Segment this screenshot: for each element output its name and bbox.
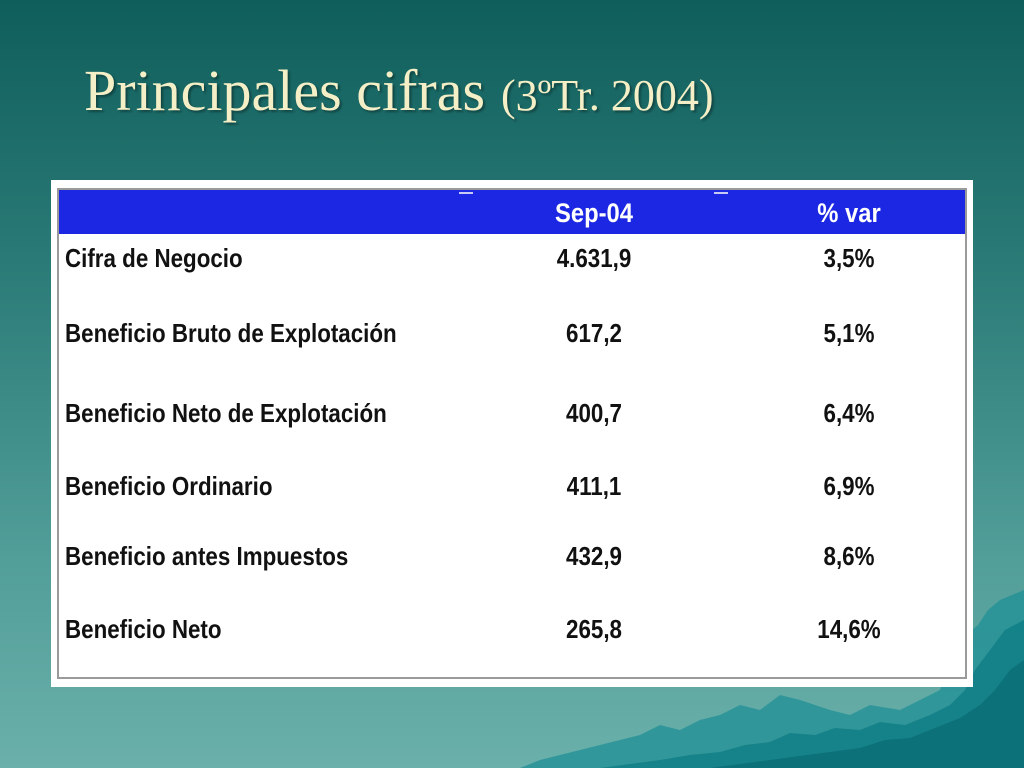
header-tick-mark xyxy=(714,192,728,194)
row-label: Cifra de Negocio xyxy=(65,243,243,273)
row-label: Beneficio antes Impuestos xyxy=(65,541,349,571)
slide-title: Principales cifras (3ºTr. 2004) xyxy=(84,62,714,120)
table-row: Beneficio Neto de Explotación 400,7 6,4% xyxy=(59,396,965,430)
figures-table: Sep-04 % var Cifra de Negocio 4.631,9 3,… xyxy=(57,188,967,679)
row-variation: 8,6% xyxy=(823,541,875,571)
table-row: Beneficio Bruto de Explotación 617,2 5,1… xyxy=(59,316,965,350)
header-sep-04: Sep-04 xyxy=(555,198,633,228)
row-variation: 5,1% xyxy=(823,318,875,348)
row-value: 411,1 xyxy=(566,471,622,501)
row-value: 617,2 xyxy=(566,318,622,348)
row-variation: 14,6% xyxy=(817,614,881,644)
header-percent-var: % var xyxy=(817,198,881,228)
row-value: 400,7 xyxy=(566,398,622,428)
figures-table-frame: Sep-04 % var Cifra de Negocio 4.631,9 3,… xyxy=(51,180,973,687)
row-variation: 6,9% xyxy=(823,471,875,501)
row-label: Beneficio Bruto de Explotación xyxy=(65,318,397,348)
table-row: Beneficio Ordinario 411,1 6,9% xyxy=(59,469,965,503)
row-variation: 6,4% xyxy=(823,398,875,428)
table-row: Beneficio antes Impuestos 432,9 8,6% xyxy=(59,539,965,573)
row-variation: 3,5% xyxy=(823,243,875,273)
row-value: 4.631,9 xyxy=(556,243,632,273)
row-label: Beneficio Ordinario xyxy=(65,471,273,501)
row-value: 432,9 xyxy=(566,541,622,571)
row-label: Beneficio Neto de Explotación xyxy=(65,398,387,428)
table-row: Cifra de Negocio 4.631,9 3,5% xyxy=(59,241,965,275)
table-row: Beneficio Neto 265,8 14,6% xyxy=(59,612,965,646)
slide-title-main: Principales cifras xyxy=(84,58,486,123)
row-value: 265,8 xyxy=(566,614,622,644)
slide-title-period: (3ºTr. 2004) xyxy=(501,71,714,120)
header-tick-mark xyxy=(459,192,473,194)
table-header: Sep-04 % var xyxy=(59,190,965,234)
row-label: Beneficio Neto xyxy=(65,614,222,644)
